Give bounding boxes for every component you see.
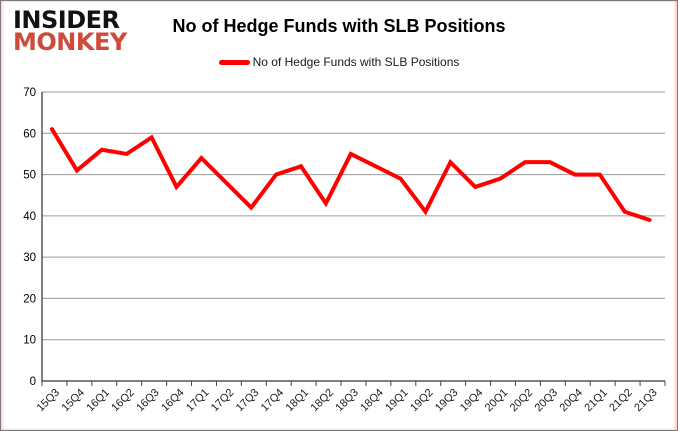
x-tick-label: 16Q4 [159,387,187,415]
x-tick-label: 17Q2 [209,387,237,415]
legend-line-swatch [218,59,250,65]
x-tick-label: 18Q1 [284,387,312,415]
x-tick-label: 20Q3 [533,387,561,415]
data-line-slb [50,127,652,222]
y-tick-label: 70 [23,87,36,99]
legend-label: No of Hedge Funds with SLB Positions [252,55,460,69]
y-tick-label: 40 [23,211,36,223]
y-tick-label: 50 [23,170,36,182]
y-tick-label: 30 [23,252,36,264]
x-tick-label: 20Q4 [557,387,585,415]
x-tick-label: 20Q2 [508,387,536,415]
y-tick-label: 60 [23,128,36,140]
chart-title: No of Hedge Funds with SLB Positions [172,16,506,36]
x-tick-label: 21Q1 [582,387,610,415]
x-tick-label: 19Q4 [458,387,486,415]
x-tick-label: 19Q1 [383,387,411,415]
insider-monkey-logo: INSIDER MONKEY [13,6,127,57]
y-tick-label: 20 [23,293,36,305]
logo-word-monkey: MONKEY [13,28,127,57]
x-tick-label: 16Q1 [84,387,112,415]
y-tick-label: 10 [23,335,36,347]
x-tick-label: 18Q2 [308,387,336,415]
x-tick-label: 17Q3 [234,387,262,415]
x-tick-label: 21Q2 [607,387,635,415]
x-tick-label: 17Q1 [184,387,212,415]
y-tick-label: 0 [30,376,36,388]
x-tick-label: 20Q1 [483,387,511,415]
x-tick-label: 15Q4 [59,387,87,415]
x-tick-label: 19Q2 [408,387,436,415]
x-tick-label: 19Q3 [433,387,461,415]
chart-legend: No of Hedge Funds with SLB Positions [1,55,677,69]
logo-word-insider: INSIDER [13,6,120,34]
x-tick-label: 15Q3 [35,387,63,415]
x-tick-label: 16Q3 [134,387,162,415]
line-chart-plot-area: 01020304050607015Q315Q416Q116Q216Q316Q41… [23,87,666,415]
x-tick-label: 18Q3 [333,387,361,415]
x-tick-label: 18Q4 [358,387,386,415]
x-tick-label: 21Q3 [632,387,660,415]
x-tick-label: 17Q4 [259,387,287,415]
x-tick-label: 16Q2 [109,387,137,415]
